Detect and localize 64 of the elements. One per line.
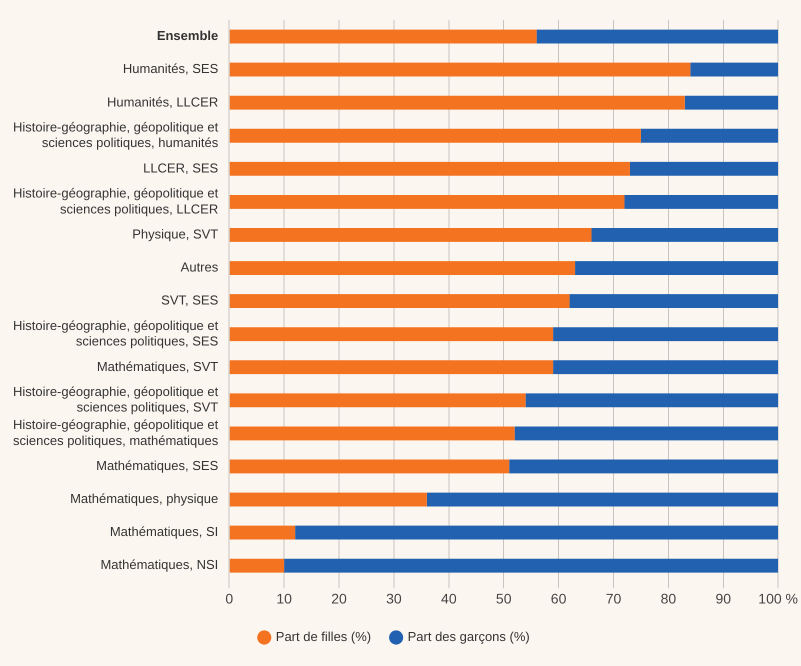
bar xyxy=(592,228,778,242)
y-tick-label: Mathématiques, SES xyxy=(96,458,219,474)
y-tick-label: Histoire-géographie, géopolitique et sciences politiques, mathématiques xyxy=(12,417,219,448)
bar xyxy=(426,492,778,506)
y-tick-label: LLCER, SES xyxy=(143,160,219,176)
bar xyxy=(230,526,296,540)
legend-label: Part des garçons (%) xyxy=(408,629,530,644)
bar xyxy=(570,294,778,308)
x-tick-label: 70 xyxy=(606,590,622,606)
x-tick-label: 0 xyxy=(225,590,234,606)
y-tick-label: Mathématiques, SVT xyxy=(96,358,218,374)
y-tick-label: Humanités, LLCER xyxy=(106,94,218,110)
bar xyxy=(230,327,554,342)
y-tick-label: Histoire-géographie, géopolitique et sciences politiques, SVT xyxy=(12,384,219,415)
y-tick-label: Histoire-géographie, géopolitique et sciences politiques, SES xyxy=(12,318,219,349)
y-tick-label: Histoire-géographie, géopolitique et sciences politiques, humanités xyxy=(12,120,219,150)
x-tick-label: 20 xyxy=(331,590,348,606)
y-tick-label: Ensemble xyxy=(156,28,218,44)
bar xyxy=(230,460,510,474)
bar xyxy=(640,128,778,143)
bar xyxy=(684,96,778,110)
y-tick-label: Autres xyxy=(180,260,219,275)
bar xyxy=(553,327,778,342)
bar xyxy=(230,294,570,308)
y-tick-label: Mathématiques, physique xyxy=(70,491,218,506)
y-tick-label: Mathématiques, SI xyxy=(110,524,218,540)
bar xyxy=(624,194,778,209)
bar xyxy=(553,360,778,374)
bar xyxy=(230,492,427,506)
bar xyxy=(230,62,690,77)
bar xyxy=(284,558,778,573)
x-tick-label: 50 xyxy=(496,590,512,606)
bar xyxy=(514,426,778,440)
bar xyxy=(230,194,624,209)
bar xyxy=(230,228,592,242)
bar xyxy=(526,393,778,408)
bar xyxy=(690,62,778,77)
bar xyxy=(509,460,778,474)
y-tick-label: Humanités, SES xyxy=(122,61,219,76)
x-tick-label: 40 xyxy=(441,590,457,606)
x-tick-label: 30 xyxy=(386,590,402,606)
bar xyxy=(295,526,778,540)
bar xyxy=(230,96,685,110)
bar xyxy=(575,261,778,275)
x-tick-label: 60 xyxy=(550,590,567,606)
y-tick-label: Physique, SVT xyxy=(132,226,218,242)
x-tick-label: 10 xyxy=(276,590,292,606)
legend-label: Part de filles (%) xyxy=(276,629,372,644)
bar xyxy=(230,128,641,143)
bar xyxy=(230,360,554,374)
x-tick-label: 100 % xyxy=(758,590,798,606)
bar xyxy=(630,162,778,176)
bar xyxy=(230,393,526,408)
bar xyxy=(230,261,576,275)
y-tick-label: Mathématiques, NSI xyxy=(100,557,218,572)
bar xyxy=(230,162,630,176)
bar xyxy=(230,558,284,573)
y-tick-label: SVT, SES xyxy=(161,292,219,308)
y-tick-label: Histoire-géographie, géopolitique et sciences politiques, LLCER xyxy=(12,186,219,216)
bar xyxy=(230,426,515,440)
x-tick-label: 80 xyxy=(660,590,676,606)
bar xyxy=(536,30,778,44)
x-tick-label: 90 xyxy=(715,590,732,606)
bar xyxy=(230,30,537,44)
